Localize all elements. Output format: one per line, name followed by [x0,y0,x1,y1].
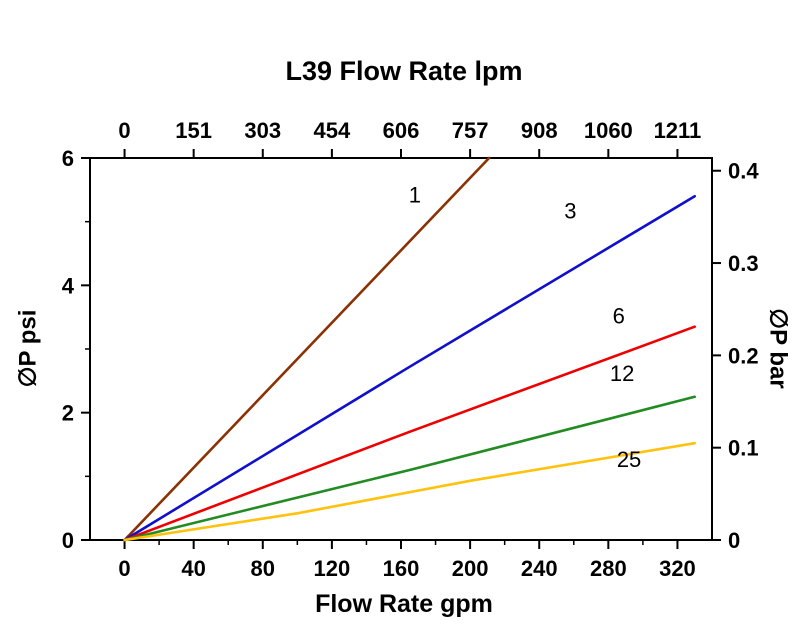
series-line-1 [123,156,491,542]
x-tick-label: 40 [181,556,205,581]
y-left-tick-label: 4 [62,273,75,298]
top-tick-label: 1060 [584,118,633,143]
series-line-25 [123,441,697,542]
top-tick-label: 303 [244,118,281,143]
series-label-12: 12 [610,361,634,386]
y-right-tick-label: 0.1 [728,436,759,461]
top-tick-label: 606 [383,118,420,143]
top-tick-label: 151 [175,118,212,143]
x-tick-label: 0 [118,556,130,581]
y-left-tick-label: 2 [62,401,74,426]
series-line-6 [123,325,697,542]
y-right-tick-label: 0.2 [728,343,759,368]
x-tick-label: 80 [251,556,275,581]
series-line-12 [123,395,697,542]
top-tick-label: 1211 [654,118,702,143]
x-tick-label: 120 [314,556,351,581]
series-label-25: 25 [617,447,641,472]
x-tick-label: 280 [590,556,627,581]
x-tick-label: 320 [659,556,696,581]
y-left-tick-label: 0 [62,528,74,553]
plot-frame [89,157,713,541]
x-tick-label: 160 [383,556,420,581]
top-tick-label: 757 [452,118,489,143]
top-tick-label: 908 [521,118,558,143]
y-left-tick-label: 6 [62,146,74,171]
x-tick-label: 240 [521,556,558,581]
x-axis-label: Flow Rate gpm [315,590,493,618]
series-label-1: 1 [409,183,421,208]
top-tick-label: 454 [314,118,351,143]
series-label-3: 3 [564,198,576,223]
y-right-tick-label: 0.4 [728,159,759,184]
x-tick-label: 200 [452,556,489,581]
series-line-3 [123,194,697,542]
y-right-tick-label: 0 [728,528,740,553]
y-right-tick-label: 0.3 [728,251,759,276]
chart-title: L39 Flow Rate lpm [285,56,523,86]
series-label-6: 6 [613,304,625,329]
top-tick-label: 0 [118,118,130,143]
